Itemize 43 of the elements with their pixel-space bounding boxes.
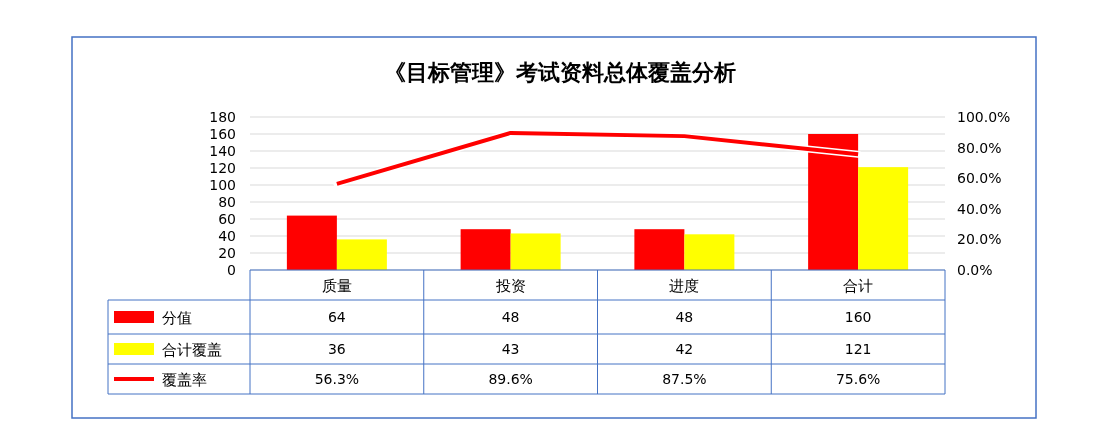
y-tick-label: 40 [218,228,236,244]
data-label: 48 [675,309,694,325]
bar [684,234,735,270]
data-label: 121 [844,341,872,357]
y-tick-label: 80 [218,194,236,210]
y-tick-label: 20 [218,245,236,261]
bar [460,229,511,270]
x-tick-label: 进度 [669,277,700,295]
chart-title: 《目标管理》考试资料总体覆盖分析 [384,60,736,85]
y2-tick-label: 40.0% [957,200,1002,217]
data-label: 75.6% [835,371,881,387]
y-tick-label: 0 [227,262,236,278]
legend-label: 覆盖率 [162,371,207,389]
legend-label: 分值 [162,309,192,327]
data-label: 87.5% [662,371,707,387]
y2-tick-label: 20.0% [957,231,1002,248]
x-tick-label: 投资 [494,277,526,295]
data-label: 64 [327,309,346,325]
data-label: 43 [501,341,520,357]
bar [858,167,909,270]
y-tick-label: 100 [209,177,236,193]
y2-tick-label: 60.0% [957,170,1002,187]
bar [510,233,561,270]
y2-tick-label: 0.0% [957,262,993,278]
data-label: 89.6% [488,371,533,387]
data-label: 56.3% [314,371,360,387]
y-tick-label: 60 [218,211,236,227]
legend-label: 合计覆盖 [162,341,222,359]
y2-tick-label: 80.0% [957,139,1002,156]
data-label: 36 [327,341,346,357]
data-label: 160 [844,309,872,325]
bar [336,239,387,270]
y-tick-label: 180 [209,109,236,125]
y-tick-label: 120 [209,160,236,176]
data-label: 48 [501,309,520,325]
y-tick-label: 140 [209,143,236,159]
x-tick-label: 合计 [843,277,874,295]
y2-tick-label: 100.0% [957,109,1011,125]
data-label: 42 [675,341,694,357]
y-tick-label: 160 [209,126,236,142]
bar [634,229,685,270]
bar [286,215,337,270]
x-tick-label: 质量 [321,277,352,295]
